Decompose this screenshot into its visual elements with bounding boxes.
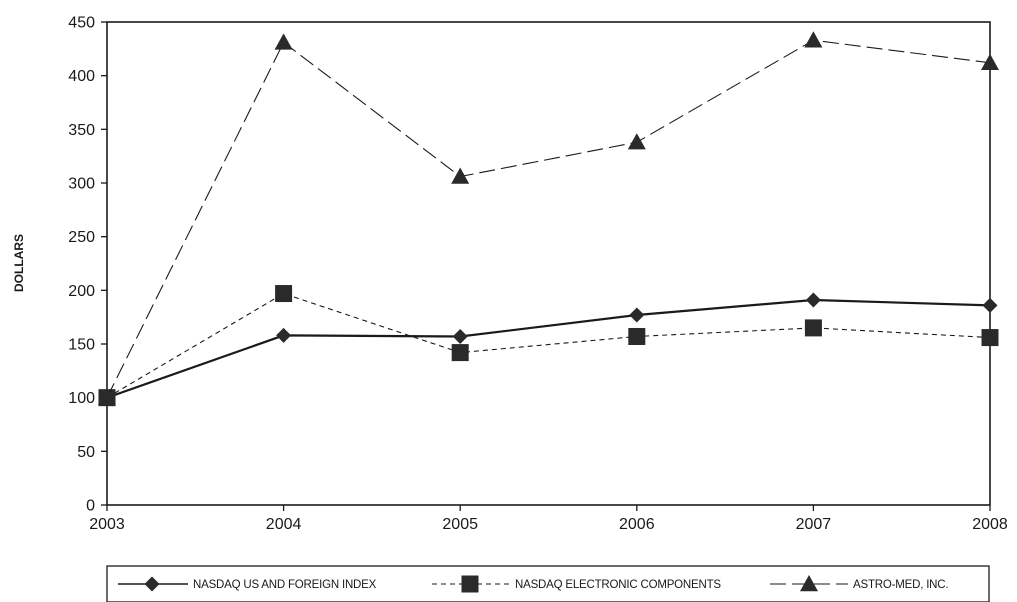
triangle-marker <box>451 167 470 184</box>
series-1 <box>99 292 998 406</box>
legend-label: ASTRO-MED, INC. <box>853 579 948 591</box>
diamond-marker <box>805 292 821 308</box>
square-marker <box>628 327 646 345</box>
legend-item: ASTRO-MED, INC. <box>770 575 949 592</box>
y-tick-label: 450 <box>68 15 95 32</box>
y-tick-label: 50 <box>77 444 95 461</box>
diamond-marker <box>452 328 468 344</box>
y-tick-label: 150 <box>68 337 95 354</box>
diamond-marker <box>629 307 645 323</box>
y-tick-label: 0 <box>86 498 95 515</box>
x-tick-label: 2007 <box>796 516 832 533</box>
square-marker <box>451 344 469 362</box>
triangle-marker <box>981 53 999 70</box>
y-tick-label: 200 <box>68 283 95 300</box>
series-line <box>106 292 991 399</box>
y-tick-label: 250 <box>68 229 95 246</box>
y-tick-label: 350 <box>68 122 95 139</box>
legend-box <box>106 565 990 602</box>
triangle-marker <box>274 33 293 50</box>
x-axis-ticks: 2003 2004 2005 2006 2007 2008 <box>89 505 1008 533</box>
series-2 <box>98 285 999 407</box>
x-tick-label: 2005 <box>442 516 478 533</box>
y-axis-title: DOLLARS <box>12 234 26 292</box>
legend-triangle-marker <box>800 575 818 592</box>
series-line <box>106 39 991 398</box>
x-tick-label: 2004 <box>266 516 302 533</box>
y-tick-label: 300 <box>68 176 95 193</box>
legend-label: NASDAQ ELECTRONIC COMPONENTS <box>515 579 721 591</box>
square-marker <box>804 319 822 337</box>
legend: NASDAQ US AND FOREIGN INDEX NASDAQ ELECTR… <box>118 575 949 593</box>
y-tick-label: 400 <box>68 68 95 85</box>
legend-diamond-marker <box>144 576 160 592</box>
series-layer <box>98 31 999 407</box>
series-line <box>106 298 991 399</box>
series-3 <box>98 31 999 405</box>
y-axis-ticks: 0 50 100 150 200 250 300 350 400 450 <box>68 15 107 515</box>
triangle-marker <box>98 388 116 405</box>
triangle-marker <box>804 31 823 48</box>
square-marker <box>981 329 999 347</box>
legend-item: NASDAQ ELECTRONIC COMPONENTS <box>432 575 722 593</box>
triangle-marker <box>627 133 646 150</box>
y-tick-label: 100 <box>68 390 95 407</box>
diamond-marker <box>276 327 292 343</box>
diamond-marker <box>982 297 998 313</box>
square-marker <box>275 285 293 303</box>
x-tick-label: 2006 <box>619 516 655 533</box>
x-tick-label: 2003 <box>89 516 125 533</box>
legend-square-marker <box>461 575 479 593</box>
plot-area-frame <box>106 21 991 506</box>
legend-item: NASDAQ US AND FOREIGN INDEX <box>118 576 377 592</box>
legend-label: NASDAQ US AND FOREIGN INDEX <box>193 579 377 591</box>
x-tick-label: 2008 <box>972 516 1008 533</box>
